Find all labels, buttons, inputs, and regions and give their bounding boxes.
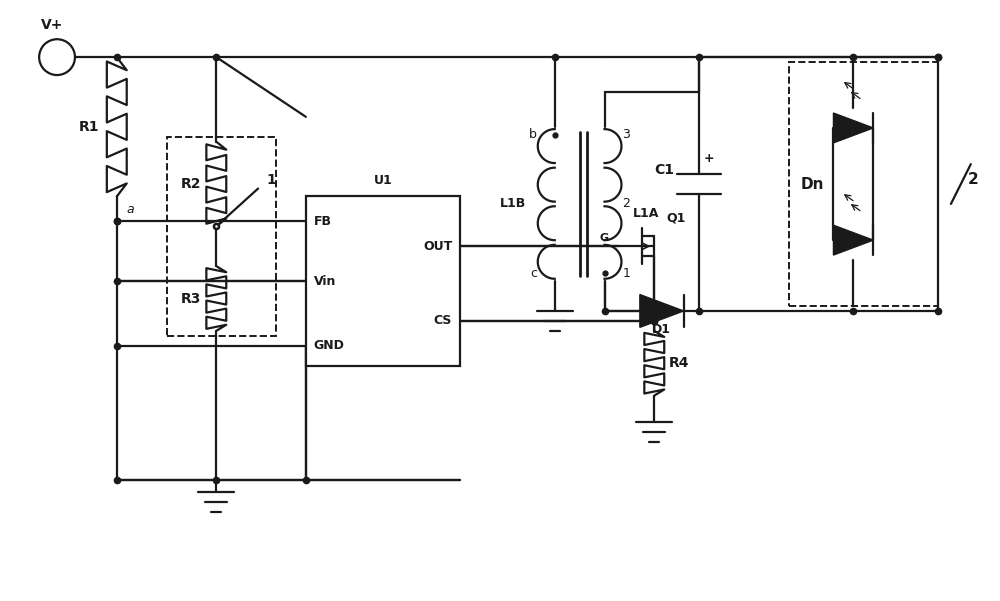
Text: 2: 2 xyxy=(622,198,630,210)
Text: R1: R1 xyxy=(79,120,99,134)
Text: C1: C1 xyxy=(654,163,674,177)
Bar xyxy=(167,137,276,336)
Text: 3: 3 xyxy=(622,128,630,141)
Text: R4: R4 xyxy=(669,356,689,370)
Text: +: + xyxy=(704,152,715,165)
Text: Dn: Dn xyxy=(801,177,824,192)
Text: S: S xyxy=(660,305,668,315)
Text: D: D xyxy=(660,309,670,319)
Text: 2: 2 xyxy=(968,171,979,186)
Text: Q1: Q1 xyxy=(666,212,686,224)
Text: L1B: L1B xyxy=(500,198,526,210)
Text: 1: 1 xyxy=(266,172,276,186)
Text: R2: R2 xyxy=(181,177,202,191)
Text: CS: CS xyxy=(434,314,452,328)
Polygon shape xyxy=(833,113,873,143)
Bar xyxy=(789,62,938,306)
Text: GND: GND xyxy=(314,340,345,352)
Text: V+: V+ xyxy=(41,18,63,32)
Polygon shape xyxy=(640,294,684,328)
Text: 1: 1 xyxy=(622,267,630,279)
Text: c: c xyxy=(530,267,537,279)
Bar xyxy=(306,197,460,365)
Text: OUT: OUT xyxy=(423,240,452,253)
Text: G: G xyxy=(600,233,609,243)
Text: a: a xyxy=(127,203,134,216)
Text: U1: U1 xyxy=(374,174,392,186)
Text: Vin: Vin xyxy=(314,275,336,288)
Text: R3: R3 xyxy=(181,291,202,305)
Polygon shape xyxy=(833,225,873,255)
Text: FB: FB xyxy=(314,215,332,228)
Text: L1A: L1A xyxy=(633,207,660,221)
Text: b: b xyxy=(529,128,537,141)
Text: D1: D1 xyxy=(652,323,671,336)
